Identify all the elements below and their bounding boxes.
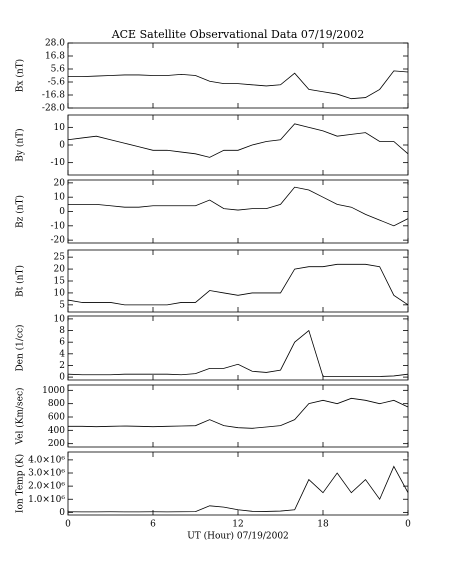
y-tick-label: 0 [59, 373, 65, 383]
y-tick-label: 3.0×10⁶ [28, 469, 65, 479]
y-tick-label: 4 [59, 349, 65, 359]
y-axis-label: Bt (nT) [15, 265, 26, 297]
y-tick-label: 16.8 [45, 52, 65, 62]
data-line [68, 186, 409, 227]
y-tick-label: 1.0×10⁶ [28, 495, 65, 505]
y-axis-label: Bx (nT) [15, 59, 26, 92]
chart-title: ACE Satellite Observational Data 07/19/2… [111, 28, 365, 41]
y-tick-label: 400 [48, 426, 65, 436]
y-tick-label: 2 [59, 361, 65, 371]
y-axis-label: Ion Temp (K) [15, 454, 26, 513]
y-tick-label: -16.8 [42, 91, 65, 101]
y-tick-label: 6 [59, 338, 65, 348]
data-line [67, 329, 409, 377]
y-axis-label: By (nT) [15, 128, 26, 161]
y-tick-label: 20 [54, 265, 66, 275]
y-tick-label: 25 [54, 253, 66, 263]
x-tick-label: 12 [232, 520, 243, 530]
y-tick-label: 28.0 [45, 39, 65, 49]
x-tick-label: 0 [405, 520, 411, 530]
y-tick-label: 800 [48, 399, 65, 409]
y-tick-label: -5.6 [48, 78, 66, 88]
x-tick-label: 0 [65, 520, 71, 530]
y-tick-label: 0 [59, 207, 65, 217]
data-line [68, 70, 409, 100]
y-axis-label: Vel (Km/sec) [15, 387, 26, 445]
y-tick-label: 1000 [42, 386, 65, 396]
y-tick-label: -10 [51, 158, 66, 168]
y-axis-label: Bz (nT) [15, 195, 26, 228]
x-axis-label: UT (Hour) 07/19/2002 [187, 531, 289, 542]
y-tick-label: 5 [59, 300, 65, 310]
data-line [68, 397, 409, 429]
y-tick-label: 2.0×10⁶ [28, 482, 65, 492]
y-tick-label: 20 [54, 178, 66, 188]
x-tick-label: 6 [150, 520, 156, 530]
y-tick-label: 4.0×10⁶ [28, 455, 65, 465]
y-tick-label: -10 [51, 221, 66, 231]
y-tick-label: 5.6 [51, 65, 66, 75]
data-line [67, 123, 409, 158]
y-tick-label: 10 [54, 193, 66, 203]
y-tick-label: -20 [51, 236, 66, 246]
y-tick-label: -28.0 [42, 104, 65, 114]
y-tick-label: 600 [48, 413, 65, 423]
y-axis-label: Den (1/cc) [15, 324, 26, 371]
x-tick-label: 18 [317, 520, 329, 530]
y-tick-label: 10 [54, 314, 66, 324]
y-tick-label: 10 [54, 288, 66, 298]
data-line [67, 465, 409, 513]
data-line [67, 263, 409, 306]
y-tick-label: 10 [54, 123, 66, 133]
y-tick-label: 200 [48, 439, 65, 449]
y-tick-label: 8 [59, 326, 65, 336]
y-tick-label: 0 [59, 141, 65, 151]
y-tick-label: 15 [54, 277, 66, 287]
y-tick-label: 0 [59, 508, 65, 518]
